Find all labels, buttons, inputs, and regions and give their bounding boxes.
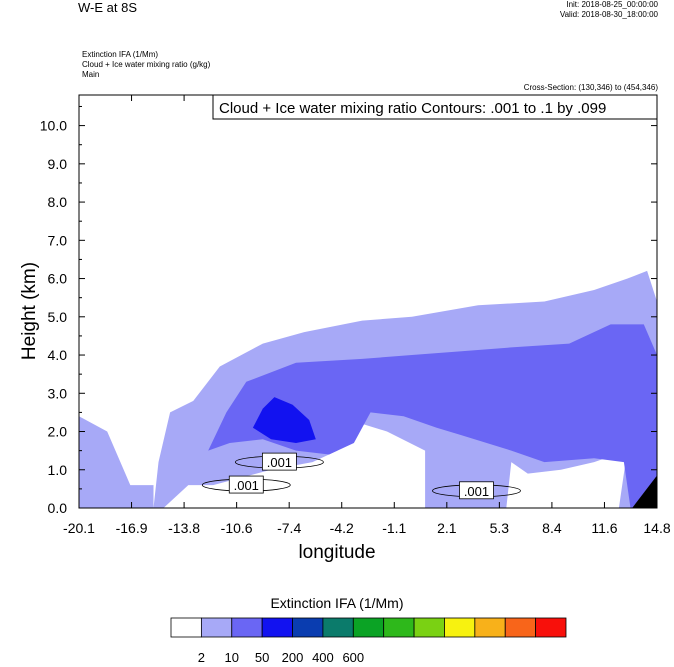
x-axis-label: longitude	[298, 542, 376, 563]
terrain	[632, 475, 657, 508]
x-tick-label: 11.6	[591, 520, 617, 536]
colorbar-swatch-11	[504, 617, 537, 638]
contour-label-0: .001	[267, 455, 292, 470]
contour-label-2: .001	[464, 484, 489, 499]
x-tick-label: -13.8	[168, 520, 200, 536]
y-tick-label: 1.0	[48, 462, 68, 478]
field-extinction: Extinction IFA (1/Mm)	[82, 50, 159, 59]
y-tick-label: 0.0	[48, 500, 68, 516]
colorbar-tick-labels: 2 10 50 200 400 600	[0, 650, 674, 666]
y-tick-label: 8.0	[48, 194, 68, 210]
colorbar-title: Extinction IFA (1/Mm)	[270, 595, 404, 611]
y-tick-label: 10.0	[40, 118, 67, 134]
contour-legend-box	[212, 94, 658, 120]
contour-legend: Cloud + Ice water mixing ratio Contours:…	[219, 100, 606, 117]
plot-title: W-E at 8S	[78, 0, 138, 15]
y-tick-label: 6.0	[48, 271, 68, 287]
colorbar-tick-label: 200	[281, 650, 304, 665]
contour-label-box-0	[261, 452, 297, 471]
extinction-region-3	[252, 397, 316, 443]
field-descriptions: Extinction IFA (1/Mm) Cloud + Ice water …	[82, 50, 210, 80]
field-main: Main	[82, 70, 100, 79]
colorbar-swatch-4	[292, 617, 324, 638]
x-tick-label: 2.1	[437, 520, 457, 536]
x-tick-label: -20.1	[63, 520, 95, 536]
contour-label-box-1	[228, 475, 264, 494]
colorbar-tick-label: 10	[224, 650, 239, 665]
x-tick-label: 8.4	[542, 520, 562, 536]
x-tick-label: 14.8	[643, 520, 670, 536]
y-tick-label: 4.0	[48, 347, 68, 363]
init-time: Init: 2018-08-25_00:00:00	[566, 0, 658, 9]
x-tick-label: -4.2	[330, 520, 354, 536]
x-tick-label: -10.6	[221, 520, 253, 536]
colorbar-tick-label: 600	[342, 650, 365, 665]
x-tick-label: 5.3	[490, 520, 510, 536]
extinction-region-2	[208, 324, 657, 508]
colorbar-swatch-9	[444, 617, 476, 638]
y-tick-label: 5.0	[48, 309, 68, 325]
x-tick-label: -7.4	[277, 520, 301, 536]
cross-section-label: Cross-Section: (130,346) to (454,346)	[523, 83, 658, 92]
colorbar-swatch-2	[231, 617, 263, 638]
y-tick-label: 7.0	[48, 232, 68, 248]
colorbar-swatch-12	[535, 617, 567, 638]
field-mixing-ratio: Cloud + Ice water mixing ratio (g/kg)	[82, 60, 211, 69]
colorbar-swatch-3	[261, 617, 293, 638]
x-tick-label: -1.1	[382, 520, 406, 536]
y-tick-label: 3.0	[48, 385, 68, 401]
colorbar-swatch-1	[200, 617, 233, 638]
contour-label-1: .001	[234, 478, 259, 493]
colorbar-tick-label: 50	[254, 650, 270, 665]
colorbar-swatch-6	[352, 617, 385, 638]
extinction-region-0	[79, 416, 154, 508]
colorbar-tick-label: 2	[197, 650, 205, 665]
colorbar-swatch-5	[322, 617, 354, 638]
init-valid-times: Init: 2018-08-25_00:00:00 Valid: 2018-08…	[560, 0, 658, 20]
colorbar-swatch-0	[170, 617, 202, 638]
colorbar-swatch-8	[413, 617, 445, 638]
y-tick-label: 2.0	[48, 424, 68, 440]
y-axis-label: Height (km)	[19, 261, 40, 361]
colorbar-swatch-7	[383, 617, 415, 638]
contour-label-box-2	[459, 481, 494, 500]
x-tick-label: -16.9	[116, 520, 148, 536]
colorbar-swatch-10	[474, 617, 506, 638]
colorbar-tick-label: 400	[312, 650, 334, 665]
y-tick-label: 9.0	[48, 156, 68, 172]
valid-time: Valid: 2018-08-30_18:00:00	[559, 10, 658, 19]
